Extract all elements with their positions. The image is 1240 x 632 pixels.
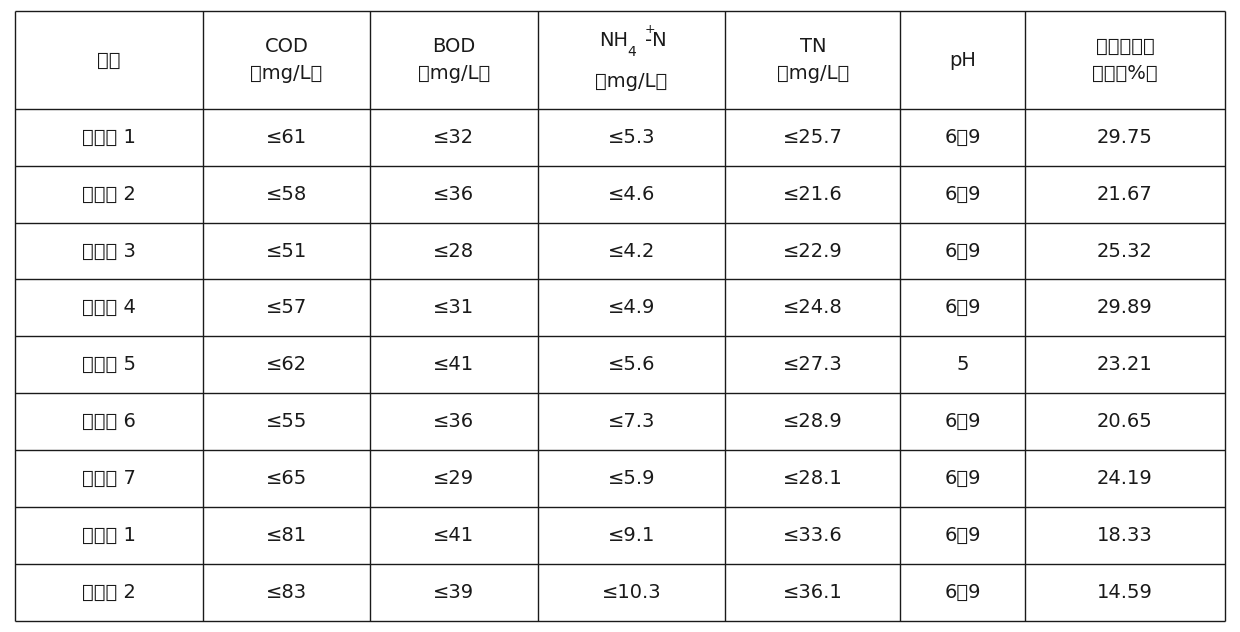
Text: ≤32: ≤32 (433, 128, 475, 147)
Text: ≤83: ≤83 (265, 583, 308, 602)
Text: ≤39: ≤39 (433, 583, 475, 602)
Text: 实施例 1: 实施例 1 (82, 128, 135, 147)
Text: 6～9: 6～9 (945, 128, 981, 147)
Text: ≤5.6: ≤5.6 (608, 355, 655, 374)
Text: ≤7.3: ≤7.3 (608, 412, 655, 431)
Text: 对比例 2: 对比例 2 (82, 583, 135, 602)
Text: 6～9: 6～9 (945, 583, 981, 602)
Text: 6～9: 6～9 (945, 469, 981, 488)
Text: 实施例 3: 实施例 3 (82, 241, 135, 260)
Text: 实施例 7: 实施例 7 (82, 469, 135, 488)
Text: ≤24.8: ≤24.8 (782, 298, 843, 317)
Text: ≤21.6: ≤21.6 (782, 185, 843, 204)
Text: ≤29: ≤29 (433, 469, 475, 488)
Text: 4: 4 (627, 45, 636, 59)
Text: 项目: 项目 (97, 51, 120, 70)
Text: 29.89: 29.89 (1097, 298, 1153, 317)
Text: 6～9: 6～9 (945, 241, 981, 260)
Text: 污泥减排量
（体积%）: 污泥减排量 （体积%） (1092, 37, 1158, 83)
Text: ≤36.1: ≤36.1 (782, 583, 843, 602)
Text: 24.19: 24.19 (1097, 469, 1153, 488)
Text: ≤28: ≤28 (433, 241, 475, 260)
Text: ≤55: ≤55 (265, 412, 308, 431)
Text: ≤4.9: ≤4.9 (608, 298, 655, 317)
Text: ≤36: ≤36 (433, 185, 475, 204)
Text: ≤81: ≤81 (265, 526, 308, 545)
Text: 6～9: 6～9 (945, 526, 981, 545)
Text: 实施例 6: 实施例 6 (82, 412, 135, 431)
Text: ≤36: ≤36 (433, 412, 475, 431)
Text: ≤51: ≤51 (265, 241, 308, 260)
Text: +: + (645, 23, 656, 36)
Text: ≤4.6: ≤4.6 (608, 185, 655, 204)
Text: ≤57: ≤57 (265, 298, 308, 317)
Text: ≤9.1: ≤9.1 (608, 526, 655, 545)
Text: 对比例 1: 对比例 1 (82, 526, 135, 545)
Text: ≤41: ≤41 (433, 355, 475, 374)
Text: TN
（mg/L）: TN （mg/L） (776, 37, 849, 83)
Text: ≤31: ≤31 (433, 298, 475, 317)
Text: 6～9: 6～9 (945, 412, 981, 431)
Text: ≤62: ≤62 (265, 355, 308, 374)
Text: ≤22.9: ≤22.9 (782, 241, 843, 260)
Text: ≤33.6: ≤33.6 (782, 526, 843, 545)
Text: 20.65: 20.65 (1097, 412, 1153, 431)
Text: ≤27.3: ≤27.3 (782, 355, 843, 374)
Text: 23.21: 23.21 (1097, 355, 1153, 374)
Text: ≤25.7: ≤25.7 (782, 128, 843, 147)
Text: BOD
（mg/L）: BOD （mg/L） (418, 37, 490, 83)
Text: 21.67: 21.67 (1097, 185, 1153, 204)
Text: ≤5.3: ≤5.3 (608, 128, 655, 147)
Text: ≤65: ≤65 (265, 469, 308, 488)
Text: 实施例 4: 实施例 4 (82, 298, 135, 317)
Text: 5: 5 (956, 355, 968, 374)
Text: ≤61: ≤61 (265, 128, 308, 147)
Text: 25.32: 25.32 (1097, 241, 1153, 260)
Text: ≤4.2: ≤4.2 (608, 241, 655, 260)
Text: ≤58: ≤58 (265, 185, 308, 204)
Text: -N: -N (645, 31, 667, 50)
Text: pH: pH (949, 51, 976, 70)
Text: ≤41: ≤41 (433, 526, 475, 545)
Text: NH: NH (599, 31, 627, 50)
Text: 29.75: 29.75 (1097, 128, 1153, 147)
Text: 14.59: 14.59 (1097, 583, 1153, 602)
Text: 18.33: 18.33 (1097, 526, 1153, 545)
Text: ≤28.9: ≤28.9 (782, 412, 843, 431)
Text: 6～9: 6～9 (945, 298, 981, 317)
Text: （mg/L）: （mg/L） (595, 72, 667, 91)
Text: 6～9: 6～9 (945, 185, 981, 204)
Text: ≤28.1: ≤28.1 (782, 469, 843, 488)
Text: COD
（mg/L）: COD （mg/L） (250, 37, 322, 83)
Text: 实施例 2: 实施例 2 (82, 185, 135, 204)
Text: ≤10.3: ≤10.3 (601, 583, 661, 602)
Text: 实施例 5: 实施例 5 (82, 355, 135, 374)
Text: ≤5.9: ≤5.9 (608, 469, 655, 488)
